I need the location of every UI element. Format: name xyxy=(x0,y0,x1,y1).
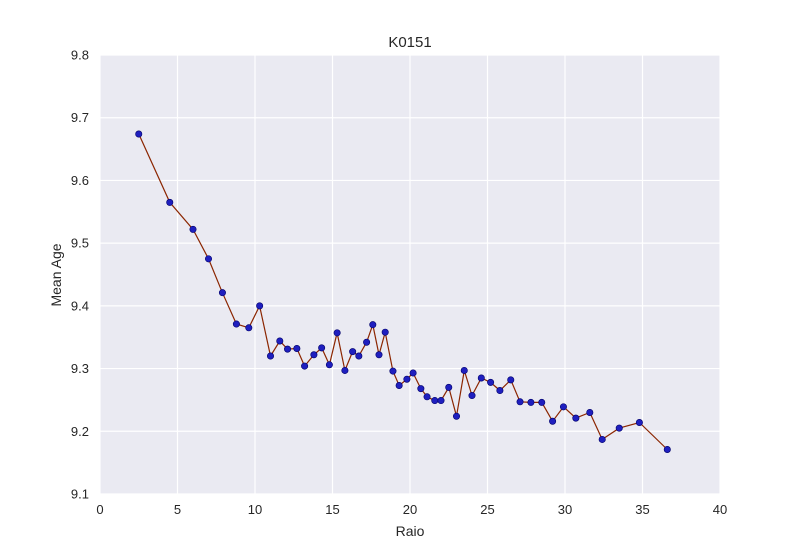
data-point xyxy=(136,131,142,137)
data-point xyxy=(190,226,196,232)
data-point xyxy=(446,384,452,390)
data-point xyxy=(636,419,642,425)
data-point xyxy=(318,345,324,351)
data-point xyxy=(404,376,410,382)
data-point xyxy=(528,399,534,405)
chart-title: K0151 xyxy=(388,34,431,51)
data-point xyxy=(432,397,438,403)
data-point xyxy=(267,353,273,359)
y-tick-label: 9.8 xyxy=(71,48,89,63)
x-tick-label: 25 xyxy=(480,502,494,517)
data-point xyxy=(461,367,467,373)
data-point xyxy=(469,392,475,398)
data-point xyxy=(508,377,514,383)
data-point xyxy=(370,321,376,327)
data-point xyxy=(424,394,430,400)
y-tick-labels: 9.1 9.2 9.3 9.4 9.5 9.6 9.7 9.8 xyxy=(71,48,89,502)
data-point xyxy=(301,363,307,369)
data-point xyxy=(342,367,348,373)
data-point xyxy=(410,370,416,376)
data-point xyxy=(205,256,211,262)
x-tick-label: 40 xyxy=(713,502,727,517)
data-point xyxy=(560,404,566,410)
data-point xyxy=(356,353,362,359)
x-axis-label: Raio xyxy=(396,523,425,539)
data-point xyxy=(396,382,402,388)
y-tick-label: 9.7 xyxy=(71,110,89,125)
data-point xyxy=(438,397,444,403)
x-tick-label: 10 xyxy=(248,502,262,517)
data-point xyxy=(246,325,252,331)
data-point xyxy=(599,436,605,442)
x-tick-label: 30 xyxy=(558,502,572,517)
y-tick-label: 9.1 xyxy=(71,487,89,502)
x-tick-label: 5 xyxy=(174,502,181,517)
data-point xyxy=(539,399,545,405)
data-point xyxy=(382,329,388,335)
data-point xyxy=(418,385,424,391)
data-point xyxy=(294,345,300,351)
x-tick-label: 35 xyxy=(635,502,649,517)
data-point xyxy=(573,415,579,421)
y-axis-label: Mean Age xyxy=(48,243,64,306)
data-point xyxy=(277,338,283,344)
data-point xyxy=(390,368,396,374)
y-tick-label: 9.2 xyxy=(71,424,89,439)
y-tick-label: 9.3 xyxy=(71,361,89,376)
data-point xyxy=(256,303,262,309)
data-point xyxy=(478,375,484,381)
data-point xyxy=(233,321,239,327)
data-point xyxy=(363,339,369,345)
data-point xyxy=(497,387,503,393)
y-tick-label: 9.4 xyxy=(71,298,89,313)
y-tick-label: 9.6 xyxy=(71,173,89,188)
x-tick-label: 0 xyxy=(96,502,103,517)
data-point xyxy=(587,409,593,415)
data-point xyxy=(616,425,622,431)
data-point xyxy=(284,346,290,352)
data-point xyxy=(326,362,332,368)
x-tick-labels: 0 5 10 15 20 25 30 35 40 xyxy=(96,502,727,517)
data-point xyxy=(376,352,382,358)
x-tick-label: 15 xyxy=(325,502,339,517)
data-point xyxy=(549,418,555,424)
x-tick-label: 20 xyxy=(403,502,417,517)
data-point xyxy=(311,352,317,358)
data-point xyxy=(349,348,355,354)
data-point xyxy=(487,379,493,385)
data-point xyxy=(664,446,670,452)
data-point xyxy=(453,413,459,419)
data-point xyxy=(167,199,173,205)
data-point xyxy=(334,330,340,336)
y-tick-label: 9.5 xyxy=(71,236,89,251)
data-point xyxy=(517,399,523,405)
data-point xyxy=(219,289,225,295)
